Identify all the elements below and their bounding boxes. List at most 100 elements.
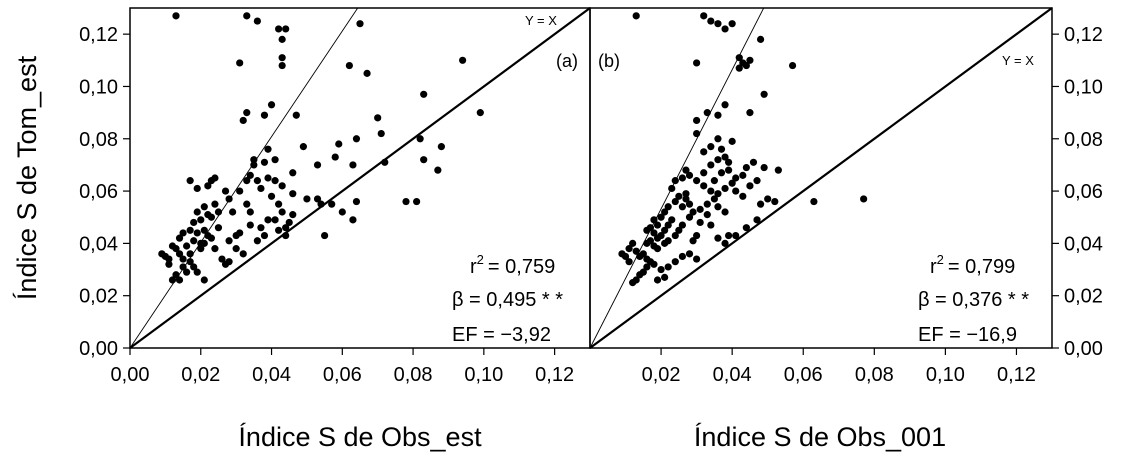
data-point bbox=[459, 56, 467, 64]
data-point bbox=[232, 231, 240, 240]
data-point bbox=[165, 260, 173, 268]
data-point bbox=[267, 192, 276, 200]
x-tick-label: 0,02 bbox=[642, 364, 681, 386]
data-point bbox=[232, 245, 240, 253]
data-point bbox=[675, 226, 683, 234]
data-point bbox=[225, 237, 233, 245]
data-point bbox=[264, 216, 272, 224]
data-point bbox=[257, 184, 265, 193]
data-point bbox=[313, 161, 322, 169]
data-point bbox=[200, 239, 208, 247]
data-point bbox=[860, 195, 868, 203]
data-point bbox=[299, 143, 307, 151]
data-point bbox=[714, 111, 722, 119]
data-point bbox=[664, 203, 672, 211]
data-point bbox=[186, 250, 194, 258]
data-point bbox=[243, 109, 251, 117]
data-point bbox=[685, 250, 694, 258]
data-point bbox=[267, 101, 276, 109]
y-tick-label: 0,00 bbox=[79, 338, 118, 360]
data-point bbox=[632, 247, 640, 255]
data-point bbox=[278, 54, 286, 62]
panel-a-r2-value: = 0,759 bbox=[488, 256, 555, 278]
data-point bbox=[179, 263, 187, 271]
data-point bbox=[707, 221, 715, 229]
data-point bbox=[703, 109, 711, 117]
data-point bbox=[246, 171, 254, 179]
data-point bbox=[714, 190, 722, 198]
y-tick-label: 0,10 bbox=[1064, 76, 1103, 98]
data-point bbox=[186, 226, 194, 234]
data-point bbox=[197, 216, 205, 224]
data-point bbox=[700, 12, 708, 20]
data-point bbox=[243, 200, 251, 208]
data-point bbox=[693, 59, 701, 67]
data-point bbox=[643, 239, 651, 247]
data-point bbox=[275, 25, 283, 33]
panel-a-yx-label: Y = X bbox=[525, 13, 557, 28]
data-point bbox=[175, 250, 184, 258]
data-point bbox=[714, 234, 722, 242]
data-point bbox=[714, 156, 722, 164]
panel-b-x-ticks: 0,02 0,04 0,06 0,08 0,10 0,12 bbox=[642, 348, 1036, 386]
panel-a-x-ticks: 0,00 0,02 0,04 0,06 0,08 0,10 0,12 bbox=[111, 348, 574, 386]
y-tick-label: 0,12 bbox=[1064, 24, 1103, 46]
data-point bbox=[328, 200, 336, 208]
data-point bbox=[165, 255, 173, 263]
data-point bbox=[246, 208, 254, 216]
panel-a-r2-symbol: r bbox=[470, 256, 477, 278]
data-point bbox=[282, 224, 290, 232]
x-tick-label: 0,10 bbox=[926, 364, 965, 386]
data-point bbox=[668, 216, 676, 224]
data-point bbox=[193, 184, 201, 193]
panel-b-y-ticks: 0,00 0,02 0,04 0,06 0,08 0,10 0,12 bbox=[1052, 24, 1103, 360]
data-point bbox=[771, 197, 779, 206]
data-point bbox=[732, 187, 740, 195]
panel-a-lines bbox=[129, 7, 591, 349]
data-point bbox=[225, 195, 233, 203]
panel-a: 0,00 0,02 0,04 0,06 0,08 0,10 0,12 0,000,020,0… bbox=[12, 7, 591, 452]
data-point bbox=[725, 166, 733, 174]
data-point bbox=[696, 205, 704, 213]
data-point bbox=[292, 111, 300, 119]
data-point bbox=[728, 137, 736, 145]
data-point bbox=[693, 116, 701, 125]
panel-a-r2: r2 = 0,759 bbox=[470, 252, 555, 278]
data-point bbox=[693, 129, 701, 138]
data-point bbox=[653, 234, 662, 242]
data-point bbox=[214, 224, 223, 232]
data-point bbox=[661, 226, 669, 234]
data-point bbox=[363, 69, 371, 77]
data-point bbox=[214, 208, 223, 216]
data-point bbox=[335, 140, 343, 148]
data-point bbox=[278, 182, 286, 190]
panel-b-x-label: Índice S de Obs_001 bbox=[694, 422, 946, 452]
data-point bbox=[643, 226, 651, 234]
data-point bbox=[671, 231, 679, 240]
data-point bbox=[700, 169, 708, 177]
data-point bbox=[221, 187, 230, 195]
data-point bbox=[707, 187, 715, 195]
data-point bbox=[664, 237, 672, 245]
data-point bbox=[239, 250, 247, 258]
data-point bbox=[190, 263, 198, 271]
y-equals-x-line bbox=[589, 7, 1053, 349]
data-point bbox=[246, 221, 254, 229]
panel-b-frame bbox=[589, 7, 1053, 349]
panel-a-beta: β = 0,495 * * bbox=[452, 289, 563, 311]
data-point bbox=[710, 195, 718, 203]
data-point bbox=[682, 190, 690, 198]
x-tick-label: 0,12 bbox=[535, 364, 574, 386]
data-point bbox=[693, 231, 701, 240]
data-point bbox=[271, 177, 279, 185]
data-point bbox=[229, 208, 237, 216]
x-tick-label: 0,06 bbox=[323, 364, 362, 386]
data-point bbox=[661, 208, 669, 216]
data-point bbox=[721, 25, 729, 33]
data-point bbox=[760, 163, 768, 172]
data-point bbox=[193, 208, 201, 216]
data-point bbox=[636, 271, 644, 279]
data-point bbox=[707, 143, 715, 151]
y-tick-label: 0,06 bbox=[79, 181, 118, 203]
